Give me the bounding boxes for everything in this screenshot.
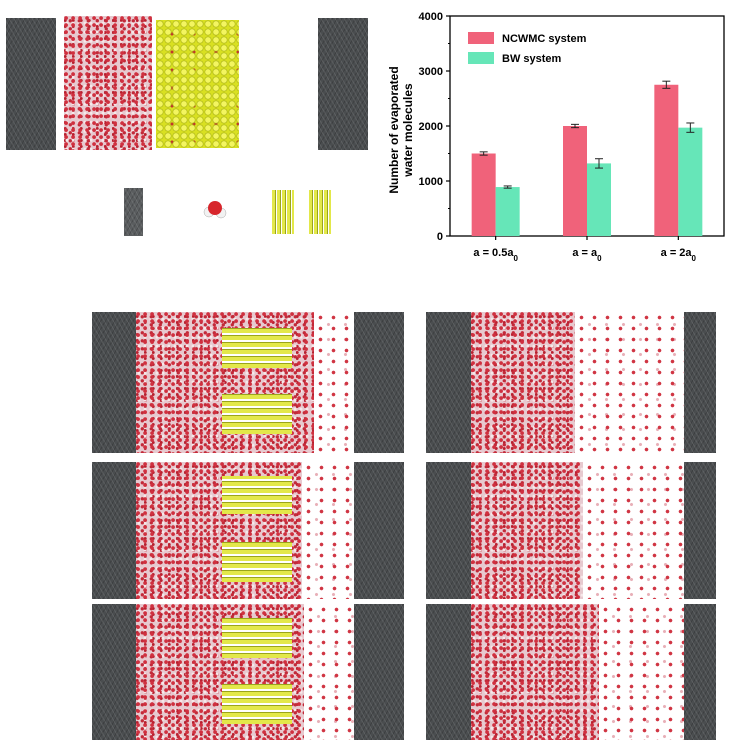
bar	[471, 153, 496, 236]
x-tick-label: a = a0	[572, 247, 602, 263]
legend-swatch	[468, 52, 494, 64]
cellulose-chain-icon-2	[309, 190, 331, 234]
bar	[678, 127, 703, 236]
chart-legend: NCWMC system BW system	[468, 32, 587, 65]
legend-label: NCWMC system	[502, 33, 587, 45]
water-box	[64, 16, 152, 150]
legend-swatch	[468, 32, 494, 44]
ncwmc-snapshot-1	[92, 312, 404, 453]
chart-bars	[471, 80, 703, 236]
bar	[587, 163, 611, 236]
y-tick-label: 2000	[419, 121, 443, 133]
bw-snapshot-1	[426, 312, 716, 453]
legend-label: BW system	[502, 53, 562, 65]
bar	[563, 126, 587, 236]
left-graphite-wall	[6, 18, 56, 150]
y-tick-label: 3000	[419, 66, 443, 78]
bar	[654, 84, 679, 236]
chart-axes: 0 1000 2000 3000 4000 a = 0.5a0 a = a0 a = 2a0	[419, 11, 725, 263]
y-tick-label: 4000	[419, 11, 443, 23]
cellulose-chain-icon-1	[272, 190, 294, 234]
ncwmc-snapshot-3	[92, 604, 404, 740]
ncwmc-snapshot-2	[92, 462, 404, 599]
bw-snapshot-3	[426, 604, 716, 740]
right-graphite-wall	[318, 18, 368, 150]
y-axis-label: Number of evaporatedwater molecules	[387, 66, 415, 193]
x-tick-label: a = 2a0	[661, 247, 697, 263]
bar	[495, 187, 520, 236]
x-tick-label: a = 0.5a0	[473, 247, 518, 263]
y-tick-label: 1000	[419, 176, 443, 188]
water-molecule-icon	[203, 201, 227, 219]
graphite-legend-icon	[124, 188, 143, 236]
y-tick-label: 0	[437, 231, 443, 243]
bw-snapshot-2	[426, 462, 716, 599]
nanocellulose-membrane	[156, 20, 239, 148]
